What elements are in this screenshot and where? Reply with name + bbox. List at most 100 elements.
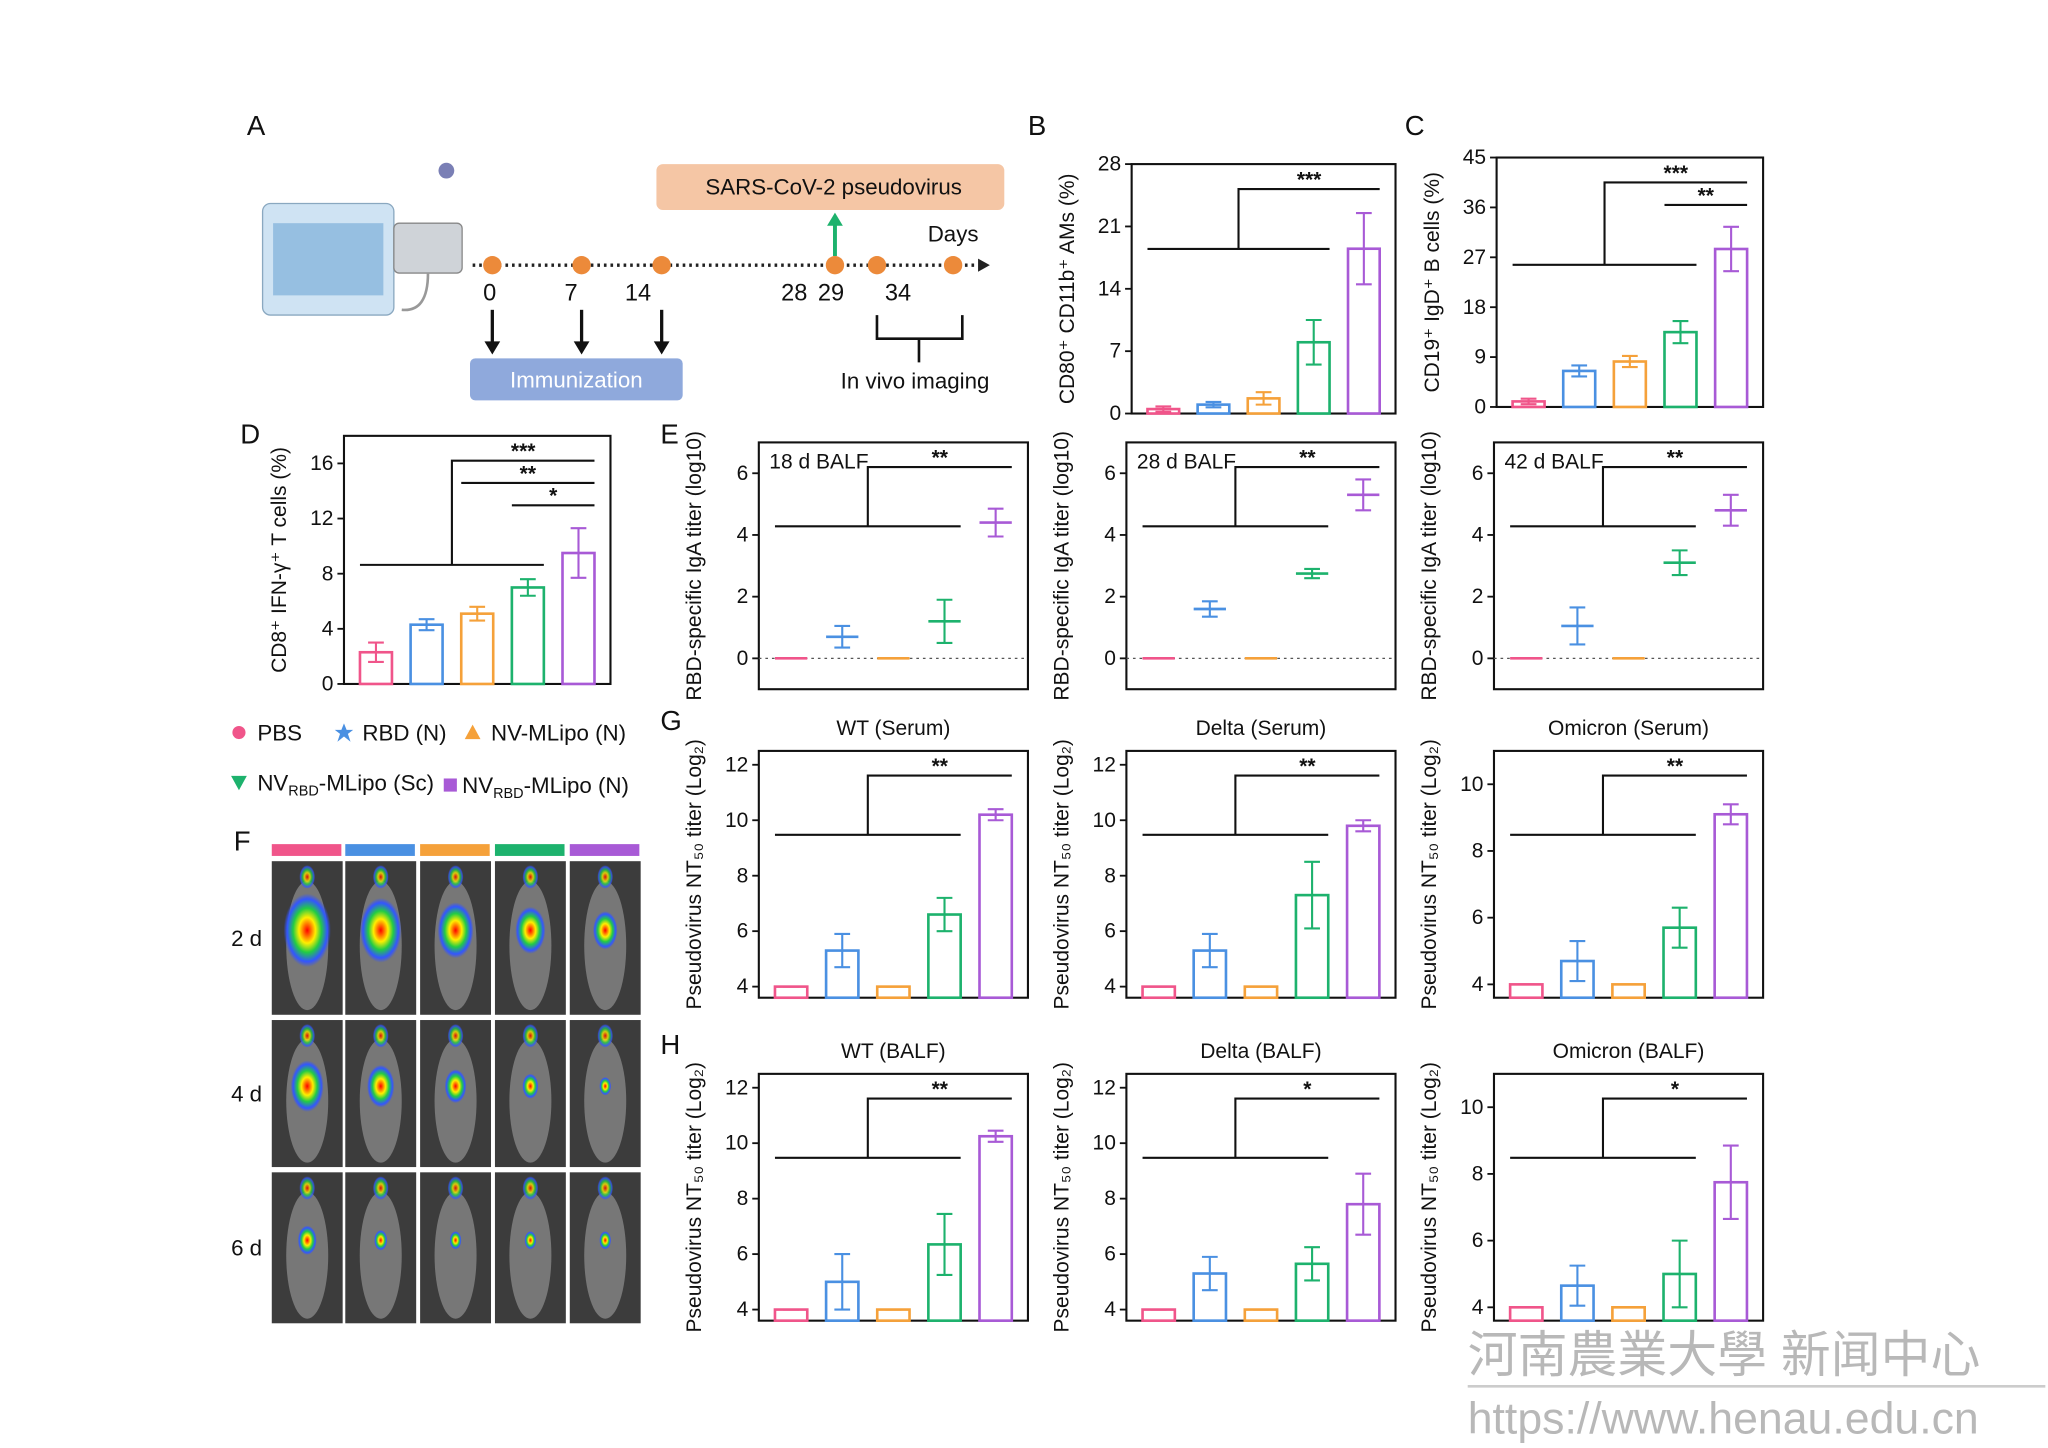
chart-title: WT (BALF) xyxy=(841,1040,946,1063)
error-bar xyxy=(1671,906,1688,949)
y-tick-label: 4 xyxy=(737,975,749,998)
y-tick-label: 10 xyxy=(1093,1132,1116,1155)
y-tick-label: 4 xyxy=(1104,1298,1116,1321)
error-bar xyxy=(1304,567,1320,580)
error-bar xyxy=(834,1253,851,1311)
y-tick-label: 21 xyxy=(1098,215,1121,238)
y-tick-label: 8 xyxy=(1104,864,1116,887)
row-label: 6 d xyxy=(231,1236,262,1261)
chart-inset: 42 d BALF xyxy=(1504,451,1603,474)
y-tick-label: 8 xyxy=(737,864,749,887)
y-tick-label: 12 xyxy=(1093,753,1116,776)
significance-label: ** xyxy=(932,755,949,778)
virus-arrow-head xyxy=(827,212,843,226)
y-axis-label: CD8⁺ IFN-γ⁺ T cells (%) xyxy=(268,447,291,673)
day-dot xyxy=(867,255,887,275)
y-tick-label: 27 xyxy=(1463,246,1486,269)
y-tick-label: 2 xyxy=(1472,585,1484,608)
error-bar xyxy=(987,808,1004,822)
signal xyxy=(449,1231,462,1250)
panel-label: C xyxy=(1405,110,1425,141)
error-bar xyxy=(1304,860,1320,930)
y-tick-label: 4 xyxy=(737,524,749,547)
y-axis-label: Pseudovirus NT₅₀ titer (Log₂) xyxy=(1051,739,1074,1009)
significance-label: ** xyxy=(1667,755,1684,778)
row-label: 2 d xyxy=(231,926,262,951)
significance-bracket xyxy=(1512,181,1748,266)
y-tick-label: 0 xyxy=(1472,647,1484,670)
chart-title: WT (Serum) xyxy=(836,717,950,740)
signal xyxy=(297,1225,317,1255)
significance-label: *** xyxy=(1664,162,1689,185)
y-tick-label: 18 xyxy=(1463,296,1486,319)
significance-bracket xyxy=(1510,774,1747,836)
y-tick-label: 4 xyxy=(1104,524,1116,547)
error-bar xyxy=(1520,397,1537,406)
day-label: 14 xyxy=(625,281,651,307)
imaging-bracket xyxy=(875,315,964,363)
chart-title: Delta (Serum) xyxy=(1196,717,1327,740)
error-bar xyxy=(987,1129,1004,1143)
y-tick-label: 0 xyxy=(1109,402,1121,425)
mouse-body xyxy=(584,1039,627,1163)
y-tick-label: 4 xyxy=(1104,975,1116,998)
bar xyxy=(1243,985,1279,1000)
y-tick-label: 4 xyxy=(1472,524,1484,547)
legend-label: PBS xyxy=(257,720,302,745)
y-tick-label: 28 xyxy=(1098,153,1121,176)
bar xyxy=(1611,1306,1646,1322)
day-dot xyxy=(483,255,502,275)
day-label: 29 xyxy=(818,281,844,307)
error-bar xyxy=(1621,354,1638,369)
watermark: https://www.henau.edu.cn xyxy=(1468,1395,1979,1444)
y-tick-label: 12 xyxy=(310,507,333,530)
plot-frame xyxy=(1125,441,1397,691)
group-strip xyxy=(494,844,565,856)
significance-bracket xyxy=(1142,466,1380,528)
mouse-body xyxy=(359,1191,402,1319)
significance-label: *** xyxy=(511,440,536,463)
day-dot xyxy=(825,255,845,275)
y-tick-label: 4 xyxy=(1472,1296,1484,1319)
legend-label-part: RBD (N) xyxy=(362,720,446,745)
y-tick-label: 6 xyxy=(1104,920,1116,943)
nebulizer xyxy=(438,162,455,179)
signal xyxy=(299,865,316,889)
legend-label-part: RBD xyxy=(288,784,318,800)
signal xyxy=(522,1073,539,1099)
bar xyxy=(1612,360,1648,409)
error-bar xyxy=(1672,319,1689,345)
error-bar xyxy=(1201,600,1218,618)
error-bar xyxy=(1723,225,1739,273)
error-bar xyxy=(1201,932,1218,969)
bar xyxy=(510,586,546,686)
immunization-label: Immunization xyxy=(510,367,643,392)
y-tick-label: 2 xyxy=(737,585,749,608)
panel-label: G xyxy=(660,705,681,736)
chart-title: Omicron (Serum) xyxy=(1548,717,1709,740)
significance-label: *** xyxy=(1297,168,1322,191)
signal xyxy=(299,1176,316,1200)
error-bar xyxy=(1569,939,1586,983)
virus-label: SARS-CoV-2 pseudovirus xyxy=(705,174,962,199)
error-bar xyxy=(368,641,384,663)
y-tick-label: 6 xyxy=(737,1243,749,1266)
day-label: 7 xyxy=(565,281,578,307)
y-tick-label: 4 xyxy=(737,1298,749,1321)
legend-marker xyxy=(464,724,481,740)
y-tick-label: 16 xyxy=(310,452,333,475)
signal xyxy=(592,911,618,950)
significance-bracket xyxy=(359,459,595,566)
significance-label: * xyxy=(1303,1078,1312,1101)
error-bar xyxy=(469,605,486,622)
chart-title: Omicron (BALF) xyxy=(1553,1040,1705,1063)
signal xyxy=(524,1231,537,1250)
error-bar xyxy=(834,624,851,649)
signal xyxy=(599,1231,612,1250)
device-window xyxy=(273,223,384,296)
significance-label: * xyxy=(1671,1078,1680,1101)
y-axis-label: RBD-specific IgA titer (log10) xyxy=(1051,431,1074,701)
y-tick-label: 6 xyxy=(1104,1243,1116,1266)
y-tick-label: 8 xyxy=(322,562,334,585)
signal xyxy=(597,1023,614,1048)
